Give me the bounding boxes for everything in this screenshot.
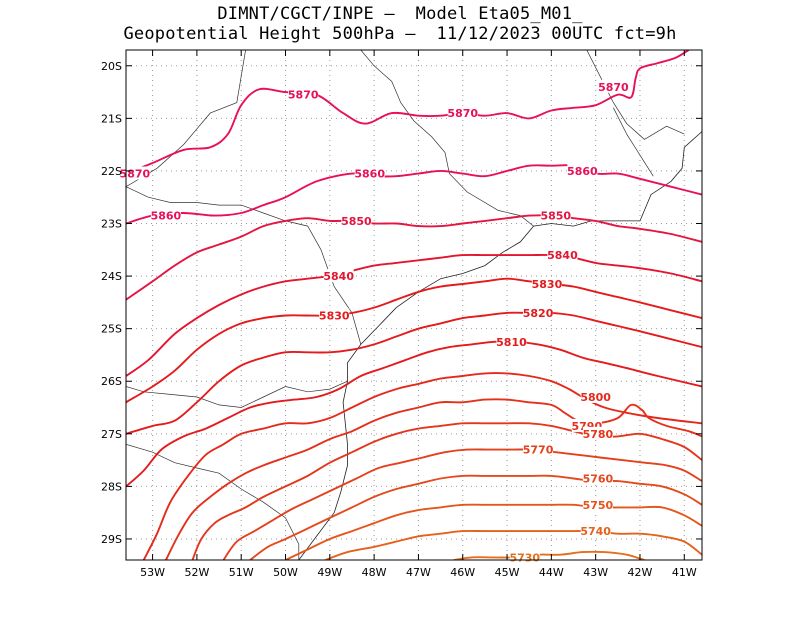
lat-tick-label: 21S (101, 112, 122, 125)
contour-label: 5810 (496, 336, 527, 349)
lon-tick-label: 53W (140, 566, 165, 579)
contour-label: 5800 (580, 391, 611, 404)
contour-line-5760 (249, 474, 702, 560)
lat-tick-label: 28S (101, 480, 122, 493)
contour-labels: 5870 5870 5870 5870 5860 5860 5860 5850 5850 5840… (119, 79, 629, 564)
contour-label-bg (496, 334, 527, 348)
contour-line-5790 (165, 398, 702, 560)
contour-label-bg (341, 213, 372, 227)
contour-label: 5860 (567, 165, 598, 178)
lat-tick-label: 24S (101, 270, 122, 283)
map-title-line2: Geopotential Height 500hPa – 11/12/2023 … (123, 24, 677, 44)
contour-line-5780 (191, 422, 702, 560)
lat-tick-label: 22S (101, 165, 122, 178)
lon-tick-label: 48W (362, 566, 387, 579)
contour-label: 5830 (532, 278, 563, 291)
map-title-line1: DIMNT/CGCT/INPE – Model Eta05_M01_ (217, 4, 583, 24)
map-frame (125, 49, 703, 561)
lat-tick-label: 27S (101, 428, 122, 441)
contour-line-5820 (126, 311, 702, 435)
contour-line-5850 (126, 214, 702, 301)
contour-line-5730 (453, 550, 645, 560)
lon-tick-label: 47W (406, 566, 431, 579)
contour-label: 5760 (583, 473, 614, 486)
coastline-and-borders (126, 50, 702, 560)
contour-label-bg (523, 442, 554, 456)
lat-tick-label: 26S (101, 375, 122, 388)
contour-label-bg (547, 248, 578, 262)
contour-label-bg (580, 524, 611, 538)
lon-tick-label: 50W (273, 566, 298, 579)
state-border (126, 380, 348, 408)
contour-label: 5750 (583, 499, 614, 512)
contour-label: 5870 (120, 168, 151, 181)
contour-label: 5730 (509, 551, 540, 564)
contour-label-bg (119, 166, 150, 180)
state-border (126, 443, 300, 560)
contour-label-bg (354, 166, 385, 180)
contour-line-5740 (325, 529, 702, 560)
lon-tick-label: 42W (628, 566, 653, 579)
contour-label-bg (598, 79, 629, 93)
contour-label: 5850 (341, 215, 372, 228)
contour-label-bg (582, 426, 613, 440)
state-border (126, 186, 362, 345)
contour-label-bg (288, 87, 319, 101)
contour-line-5810 (126, 340, 702, 488)
contour-label: 5850 (540, 210, 571, 223)
contour-line-5770 (222, 448, 702, 560)
contour-label: 5780 (583, 428, 614, 441)
lon-tick-label: 45W (495, 566, 520, 579)
lon-tick-label: 49W (317, 566, 342, 579)
contour-label-bg (582, 497, 613, 511)
contour-line-5860 (126, 164, 702, 225)
contour-label-bg (531, 276, 562, 290)
lon-tick-label: 46W (450, 566, 475, 579)
contour-line-5750 (285, 503, 702, 560)
contour-label: 5740 (580, 525, 611, 538)
state-border (613, 107, 654, 177)
contour-label-bg (150, 208, 181, 222)
contour-label-bg (523, 305, 554, 319)
contour-label-bg (323, 269, 354, 283)
contour-label-bg (567, 163, 598, 177)
state-border (586, 50, 685, 140)
lon-tick-label: 41W (672, 566, 697, 579)
state-border (360, 50, 534, 227)
map-background (126, 50, 702, 560)
contour-label: 5840 (323, 270, 354, 283)
contour-label-bg (582, 471, 613, 485)
contour-label: 5820 (523, 307, 554, 320)
lat-tick-label: 20S (101, 60, 122, 73)
contour-label-bg (447, 106, 478, 120)
lon-tick-label: 51W (229, 566, 254, 579)
contour-label: 5870 (447, 107, 478, 120)
contour-label: 5860 (151, 210, 182, 223)
contour-label: 5870 (598, 81, 629, 94)
contour-lines (126, 50, 702, 560)
contour-label: 5840 (547, 249, 578, 262)
contour-label: 5860 (354, 168, 385, 181)
state-border (126, 50, 246, 188)
lon-tick-label: 44W (539, 566, 564, 579)
contour-label-bg (319, 308, 350, 322)
contour-line-5830 (126, 277, 702, 404)
lat-tick-label: 29S (101, 533, 122, 546)
lon-tick-label: 43W (583, 566, 608, 579)
contour-label: 5870 (288, 89, 319, 102)
lat-tick-label: 23S (101, 218, 122, 231)
contour-label-bg (580, 390, 611, 404)
lon-tick-label: 52W (184, 566, 209, 579)
contour-label-bg (540, 208, 571, 222)
contour-label: 5770 (523, 444, 554, 457)
axis-ticks: 53W 52W 51W 50W 49W 48W 47W 46W 45W 44W 43W 42W 41W 2… (101, 50, 702, 579)
lat-tick-label: 25S (101, 323, 122, 336)
contour-line-5840 (126, 253, 702, 377)
contour-label: 5830 (319, 310, 350, 323)
coastline (298, 131, 702, 560)
